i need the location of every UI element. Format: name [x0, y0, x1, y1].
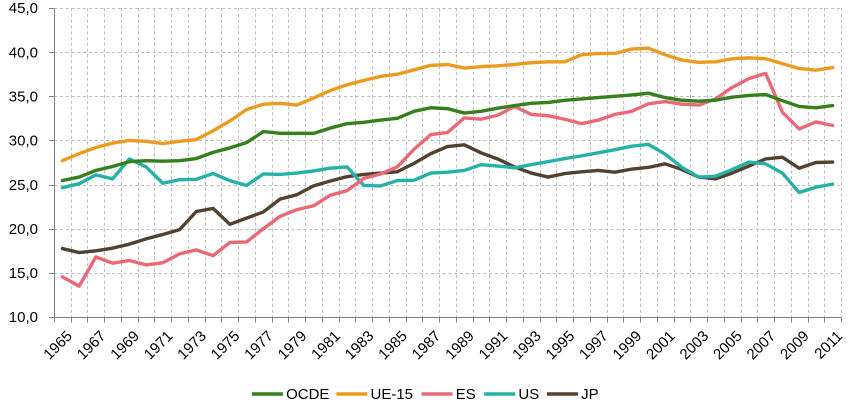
svg-text:UE-15: UE-15 — [371, 386, 414, 403]
svg-text:US: US — [518, 386, 539, 403]
svg-text:15,0: 15,0 — [9, 265, 38, 282]
svg-text:ES: ES — [456, 386, 476, 403]
svg-text:25,0: 25,0 — [9, 177, 38, 194]
svg-text:10,0: 10,0 — [9, 309, 38, 326]
svg-text:JP: JP — [581, 386, 599, 403]
svg-text:45,0: 45,0 — [9, 0, 38, 17]
svg-text:30,0: 30,0 — [9, 133, 38, 150]
svg-text:35,0: 35,0 — [9, 89, 38, 106]
svg-text:40,0: 40,0 — [9, 44, 38, 61]
svg-text:20,0: 20,0 — [9, 221, 38, 238]
svg-text:OCDE: OCDE — [286, 386, 329, 403]
